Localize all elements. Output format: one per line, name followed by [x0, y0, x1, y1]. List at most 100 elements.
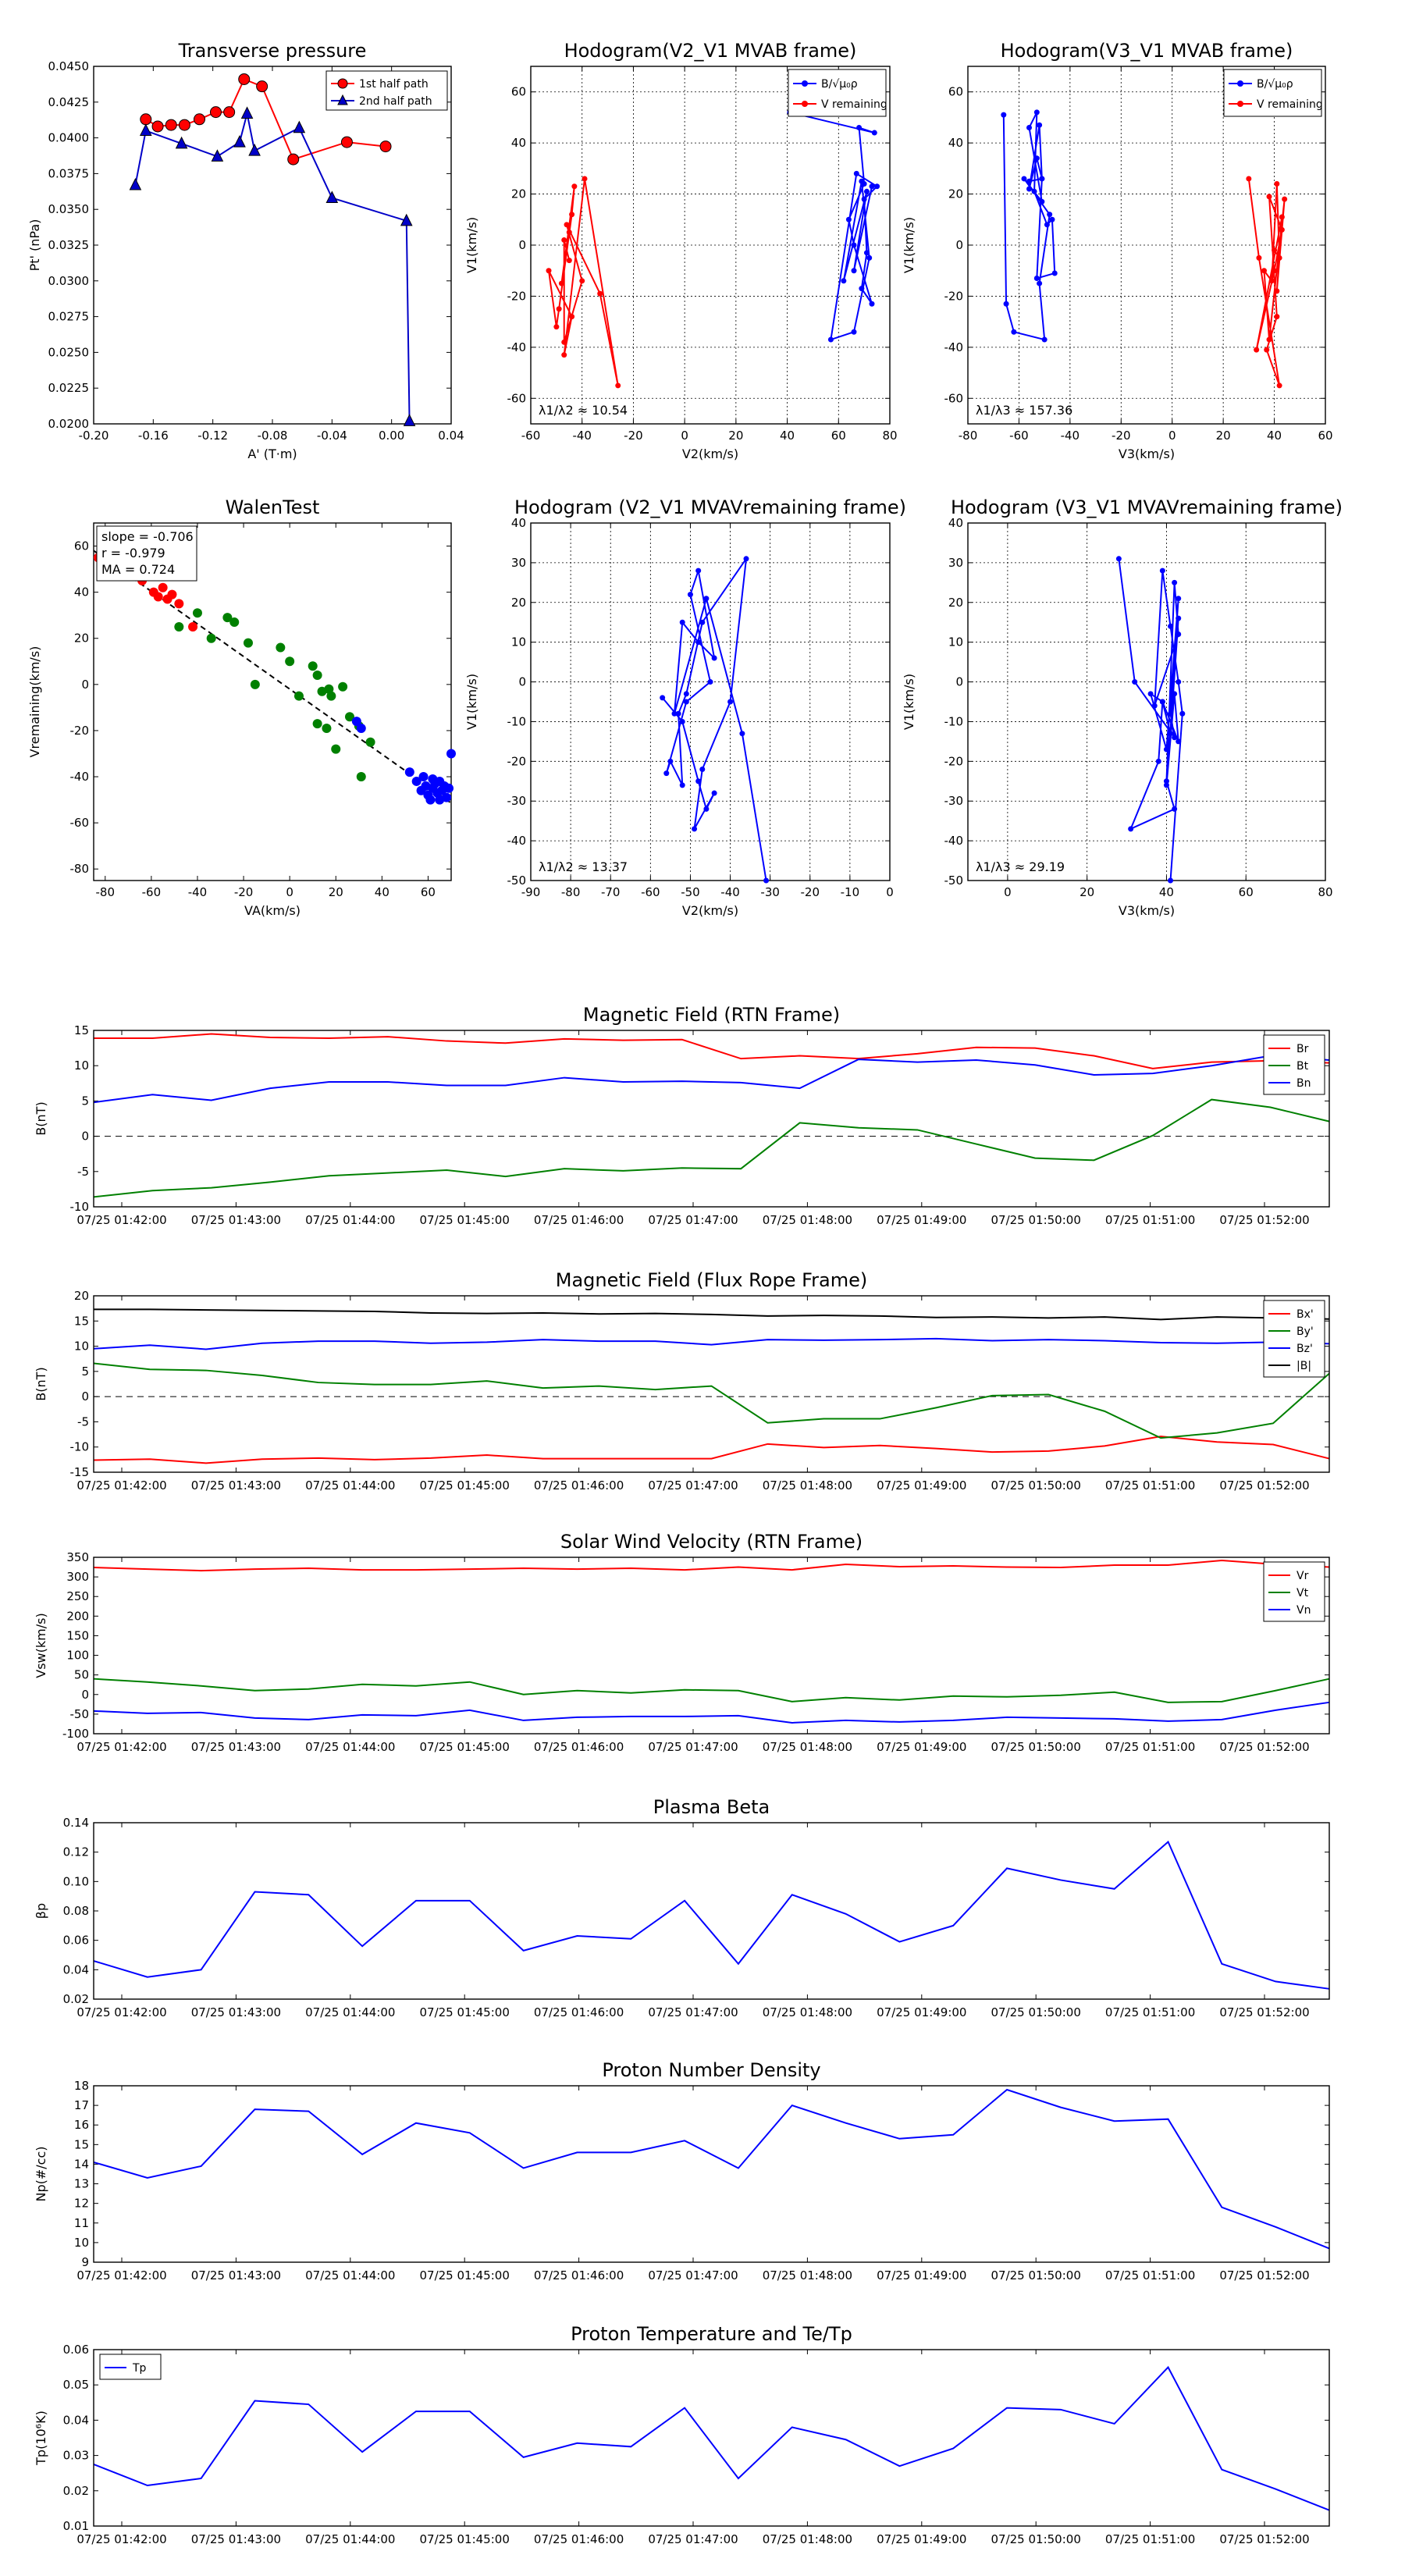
legend-label: Vr: [1297, 1570, 1309, 1582]
x-tick-label: -60: [641, 885, 660, 899]
x-tick-label: 07/25 01:51:00: [1105, 1478, 1195, 1493]
x-tick-label: 07/25 01:46:00: [534, 1478, 624, 1493]
data-point: [1246, 176, 1252, 182]
y-tick-label: -50: [507, 873, 527, 888]
data-point: [223, 106, 236, 119]
data-point: [866, 254, 873, 261]
x-tick-label: 07/25 01:45:00: [420, 1740, 510, 1754]
series-line: [93, 1055, 1330, 1104]
legend-marker: [337, 78, 348, 89]
data-point: [579, 278, 585, 284]
scatter-point: [243, 638, 253, 648]
series-line: [93, 1436, 1330, 1464]
y-tick-label: -20: [507, 289, 527, 303]
data-point: [1037, 122, 1043, 128]
stats-line: slope = -0.706: [101, 529, 194, 544]
legend: B/√μ₀ρ V remaining: [1223, 69, 1323, 117]
data-point: [1026, 178, 1033, 184]
data-point: [1274, 180, 1280, 187]
y-tick-label: -40: [70, 770, 90, 784]
data-point: [1256, 254, 1262, 261]
y-tick-label: 15: [74, 1023, 89, 1037]
data-point: [569, 212, 575, 218]
x-tick-label: -70: [601, 885, 621, 899]
y-tick-label: -20: [944, 289, 964, 303]
data-point: [1033, 109, 1040, 116]
x-tick-label: 07/25 01:42:00: [76, 2268, 166, 2282]
y-tick-label: 30: [948, 556, 963, 570]
y-tick-label: -20: [70, 724, 90, 738]
y-tick-label: 0.04: [63, 2413, 89, 2427]
data-point: [679, 718, 685, 724]
data-point: [571, 183, 578, 190]
data-point: [1033, 155, 1040, 162]
scatter-point: [312, 671, 322, 681]
y-tick-label: -40: [944, 340, 964, 354]
data-point: [1266, 336, 1272, 343]
y-tick-label: -5: [77, 1165, 89, 1179]
scatter-point: [250, 679, 260, 689]
y-tick-label: 0.06: [63, 2343, 89, 2357]
legend-label: Bn: [1297, 1077, 1311, 1090]
data-point: [695, 778, 702, 785]
data-point: [1051, 270, 1058, 276]
scatter-point: [312, 719, 322, 729]
x-tick-label: 07/25 01:48:00: [763, 2268, 852, 2282]
x-tick-label: 07/25 01:50:00: [991, 2268, 1081, 2282]
series-line: [134, 113, 411, 422]
scatter-point: [356, 723, 366, 733]
data-point: [1041, 336, 1048, 343]
x-tick-label: 07/25 01:45:00: [420, 2268, 510, 2282]
y-tick-label: 350: [66, 1550, 89, 1564]
scatter-point: [276, 642, 286, 653]
y-tick-label: 40: [948, 516, 963, 530]
data-point: [561, 352, 567, 358]
x-tick-label: -0.20: [79, 429, 109, 443]
x-tick-label: 07/25 01:52:00: [1219, 2005, 1309, 2019]
y-tick-label: 5: [81, 1364, 89, 1379]
plot-frame: [93, 66, 452, 425]
y-tick-label: 0.0300: [48, 274, 90, 288]
data-point: [1172, 691, 1178, 697]
eigen-ratio-annotation: λ1/λ2 ≈ 13.37: [539, 859, 628, 874]
y-tick-label: -10: [70, 1200, 90, 1214]
y-tick-label: 0.12: [63, 1845, 89, 1859]
y-axis-label: V1(km/s): [902, 674, 916, 730]
y-axis-label: Vremaining(km/s): [27, 646, 42, 758]
y-tick-label: 0.05: [63, 2378, 89, 2392]
chart-title: Solar Wind Velocity (RTN Frame): [560, 1531, 863, 1553]
data-point: [1179, 710, 1186, 717]
data-point: [1172, 579, 1178, 585]
chart-title: Plasma Beta: [653, 1796, 770, 1818]
data-point: [546, 268, 552, 274]
data-point: [763, 877, 770, 884]
data-point: [1254, 347, 1260, 353]
x-tick-label: 07/25 01:43:00: [191, 1740, 281, 1754]
x-axis-label: V3(km/s): [1119, 447, 1175, 461]
x-tick-label: 60: [421, 885, 436, 899]
plot-frame: [967, 522, 1326, 881]
x-tick-label: -20: [801, 885, 820, 899]
data-point: [1176, 631, 1182, 637]
y-tick-label: 0.0400: [48, 131, 90, 145]
x-tick-label: 07/25 01:47:00: [648, 1478, 738, 1493]
data-point: [1163, 778, 1169, 785]
data-point: [193, 113, 205, 126]
chart-title: Hodogram(V2_V1 MVAB frame): [564, 40, 857, 62]
data-point: [1047, 212, 1053, 218]
data-point: [679, 782, 685, 788]
data-point: [1274, 288, 1280, 294]
y-tick-label: 0.0450: [48, 59, 90, 73]
data-point: [1037, 280, 1043, 286]
x-tick-label: 07/25 01:50:00: [991, 2005, 1081, 2019]
data-point: [851, 268, 857, 274]
x-tick-label: -80: [96, 885, 116, 899]
x-axis-label: A' (T·m): [247, 447, 297, 461]
data-point: [1021, 176, 1027, 182]
data-point: [859, 178, 865, 184]
data-point: [871, 130, 877, 136]
scatter-point: [174, 599, 184, 609]
series-line: [93, 1560, 1330, 1572]
y-tick-label: 0.0350: [48, 202, 90, 216]
